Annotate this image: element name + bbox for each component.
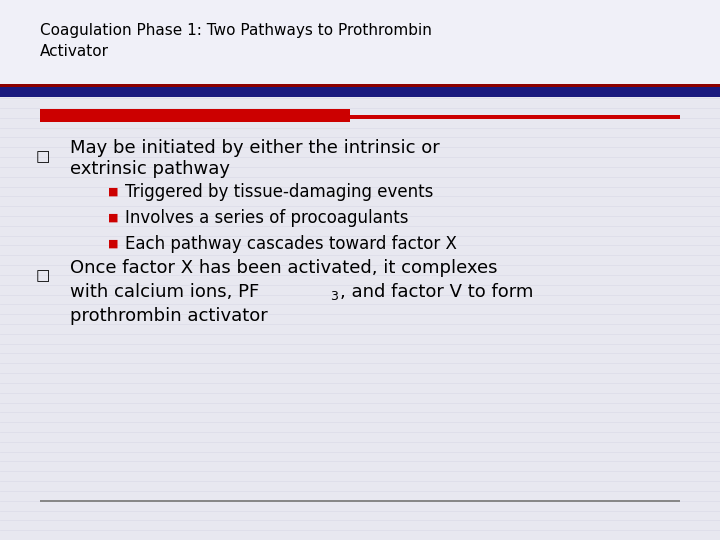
Bar — [40, 500, 680, 502]
Bar — [0, 0, 720, 90]
Text: ■: ■ — [108, 239, 119, 249]
Text: extrinsic pathway: extrinsic pathway — [70, 160, 230, 178]
Text: ■: ■ — [108, 213, 119, 223]
Text: Involves a series of procoagulants: Involves a series of procoagulants — [125, 209, 408, 227]
Text: , and factor V to form: , and factor V to form — [340, 283, 534, 301]
Text: □: □ — [36, 268, 50, 284]
Bar — [0, 87, 720, 97]
Bar — [350, 115, 680, 119]
Text: Once factor X has been activated, it complexes: Once factor X has been activated, it com… — [70, 259, 498, 277]
Text: prothrombin activator: prothrombin activator — [70, 307, 268, 325]
Text: □: □ — [36, 150, 50, 165]
Text: 3: 3 — [330, 289, 338, 302]
Text: Triggered by tissue-damaging events: Triggered by tissue-damaging events — [125, 183, 433, 201]
Text: with calcium ions, PF: with calcium ions, PF — [70, 283, 259, 301]
Text: Coagulation Phase 1: Two Pathways to Prothrombin: Coagulation Phase 1: Two Pathways to Pro… — [40, 23, 432, 37]
Bar — [0, 84, 720, 87]
Text: Each pathway cascades toward factor X: Each pathway cascades toward factor X — [125, 235, 457, 253]
Bar — [40, 109, 350, 122]
Text: ■: ■ — [108, 187, 119, 197]
Text: Activator: Activator — [40, 44, 109, 59]
Text: May be initiated by either the intrinsic or: May be initiated by either the intrinsic… — [70, 139, 440, 157]
